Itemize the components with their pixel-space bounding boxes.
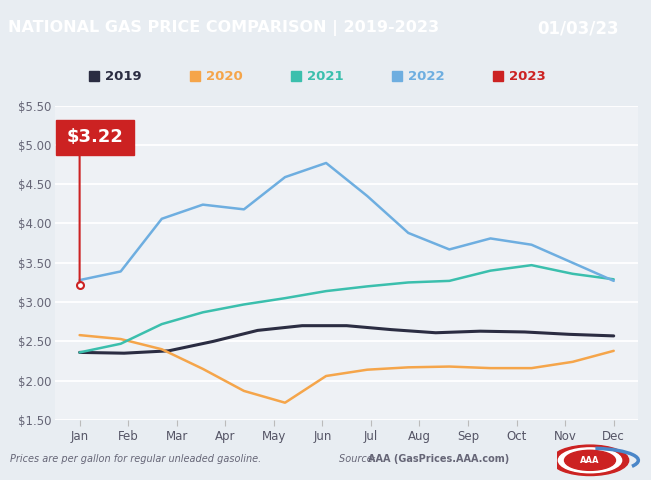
Text: AAA: AAA [580,456,600,465]
Circle shape [551,445,629,476]
Text: NATIONAL GAS PRICE COMPARISON | 2019-2023: NATIONAL GAS PRICE COMPARISON | 2019-202… [8,20,439,36]
FancyBboxPatch shape [56,120,134,155]
Text: 2021: 2021 [307,70,344,83]
Circle shape [559,448,622,473]
Text: $3.22: $3.22 [66,129,124,146]
Text: 2022: 2022 [408,70,445,83]
Text: Prices are per gallon for regular unleaded gasoline.: Prices are per gallon for regular unlead… [10,454,261,464]
Circle shape [564,450,615,470]
Text: Source:: Source: [339,454,379,464]
Text: 2019: 2019 [105,70,142,83]
Text: 01/03/23: 01/03/23 [537,19,618,37]
Text: AAA (GasPrices.AAA.com): AAA (GasPrices.AAA.com) [368,454,509,464]
Text: 2023: 2023 [509,70,546,83]
Text: 2020: 2020 [206,70,243,83]
